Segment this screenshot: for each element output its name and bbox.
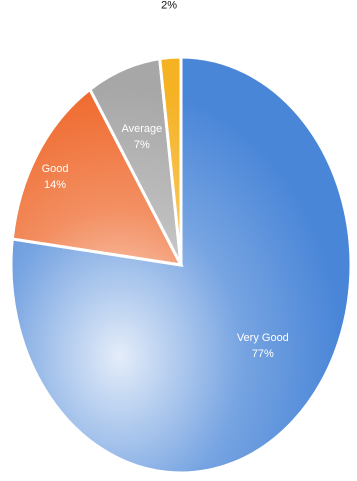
slice-category-label: Very Good <box>237 332 289 344</box>
pie-slices <box>9 55 353 475</box>
slice-value-label: 14% <box>44 179 66 191</box>
slice-value-label: 77% <box>252 348 274 360</box>
slice-value-label: 7% <box>134 139 150 151</box>
slice-category-label: Average <box>121 123 162 135</box>
slice-category-label: Good <box>42 163 69 175</box>
slice-value-label: 2% <box>161 0 177 11</box>
